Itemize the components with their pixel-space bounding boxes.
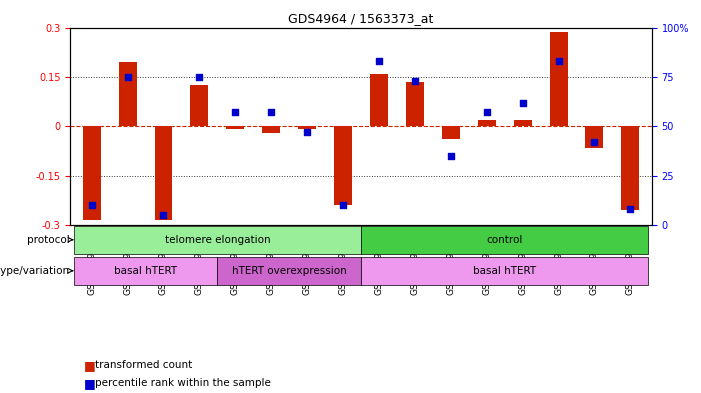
Point [553,58,564,64]
Text: basal hTERT: basal hTERT [114,266,177,276]
Text: genotype/variation: genotype/variation [0,266,69,276]
Bar [118,62,137,126]
Bar [191,85,208,126]
Text: transformed count: transformed count [95,360,192,371]
FancyBboxPatch shape [361,257,648,285]
Point [337,202,348,208]
Point [230,109,241,116]
Point [86,202,97,208]
Point [625,206,636,212]
Point [193,74,205,80]
Bar [585,126,604,147]
Point [374,58,385,64]
Point [481,109,492,116]
Title: GDS4964 / 1563373_at: GDS4964 / 1563373_at [288,12,434,25]
Text: protocol: protocol [27,235,69,245]
Text: control: control [486,235,523,245]
Point [301,129,313,135]
FancyBboxPatch shape [361,226,648,254]
Bar [370,73,388,126]
Text: telomere elongation: telomere elongation [165,235,270,245]
Point [409,78,421,84]
Point [445,152,456,159]
Bar [442,126,460,140]
Bar [478,119,496,126]
Text: ■: ■ [84,359,96,372]
Bar [514,119,531,126]
Point [158,212,169,218]
Bar [154,126,172,220]
FancyBboxPatch shape [74,226,361,254]
Bar [262,126,280,133]
Text: ■: ■ [84,376,96,390]
Point [589,139,600,145]
Point [517,99,529,106]
Bar [298,126,316,129]
FancyBboxPatch shape [217,257,361,285]
Text: basal hTERT: basal hTERT [473,266,536,276]
Bar [550,33,568,126]
Bar [226,126,244,129]
Point [122,74,133,80]
Bar [334,126,352,205]
Text: hTERT overexpression: hTERT overexpression [232,266,346,276]
FancyBboxPatch shape [74,257,217,285]
Bar [621,126,639,210]
Bar [406,82,424,126]
Text: percentile rank within the sample: percentile rank within the sample [95,378,271,388]
Point [266,109,277,116]
Bar [83,126,101,220]
